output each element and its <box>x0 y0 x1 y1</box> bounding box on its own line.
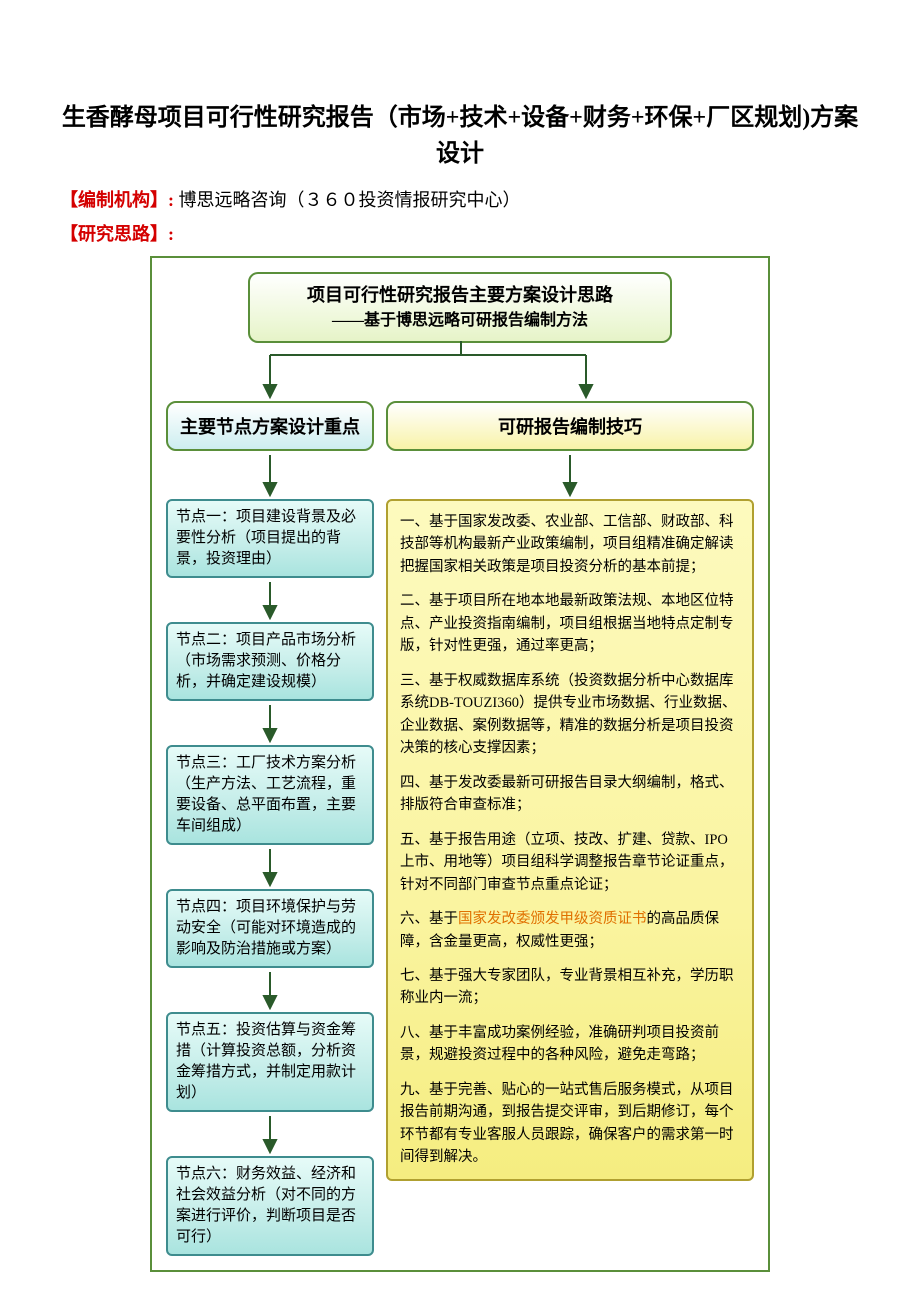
node-4: 节点四：项目环境保护与劳动安全（可能对环境造成的影响及防治措施或方案） <box>166 889 374 968</box>
org-line: 【编制机构】: 博思远略咨询（３６０投资情报研究中心） <box>60 186 860 212</box>
right-column-header: 可研报告编制技巧 <box>386 401 754 451</box>
node-2: 节点二：项目产品市场分析（市场需求预测、价格分析，并确定建设规模） <box>166 622 374 701</box>
arrow-icon <box>260 580 280 620</box>
tip-6: 六、基于国家发改委颁发甲级资质证书的高品质保障，含金量更高，权威性更强； <box>400 908 740 953</box>
right-column: 可研报告编制技巧 一、基于国家发改委、农业部、工信部、财政部、科技部等机构最新产… <box>386 401 754 1181</box>
tip-8: 八、基于丰富成功案例经验，准确研判项目投资前景，规避投资过程中的各种风险，避免走… <box>400 1022 740 1067</box>
header-subtitle: ——基于博思远略可研报告编制方法 <box>268 309 651 333</box>
tips-box: 一、基于国家发改委、农业部、工信部、财政部、科技部等机构最新产业政策编制，项目组… <box>386 499 754 1181</box>
tip-4: 四、基于发改委最新可研报告目录大纲编制，格式、排版符合审查标准； <box>400 772 740 817</box>
flowchart-header: 项目可行性研究报告主要方案设计思路 ——基于博思远略可研报告编制方法 <box>248 272 671 343</box>
arrow-icon <box>260 970 280 1010</box>
node-3: 节点三：工厂技术方案分析（生产方法、工艺流程，重要设备、总平面布置，主要车间组成… <box>166 745 374 845</box>
arrow-icon <box>260 453 280 497</box>
tip-6-highlight: 国家发改委颁发甲级资质证书 <box>458 911 647 927</box>
node-5: 节点五：投资估算与资金筹措（计算投资总额，分析资金筹措方式，并制定用款计划） <box>166 1012 374 1112</box>
node-6: 节点六：财务效益、经济和社会效益分析（对不同的方案进行评价，判断项目是否可行） <box>166 1156 374 1256</box>
left-column: 主要节点方案设计重点 节点一：项目建设背景及必要性分析（项目提出的背景，投资理由… <box>166 401 374 1256</box>
tip-6-pre: 六、基于 <box>400 911 458 927</box>
page-title: 生香酵母项目可行性研究报告（市场+技术+设备+财务+环保+厂区规划)方案设计 <box>60 100 860 172</box>
left-column-header: 主要节点方案设计重点 <box>166 401 374 451</box>
org-value: 博思远略咨询（３６０投资情报研究中心） <box>179 190 521 210</box>
tip-7: 七、基于强大专家团队，专业背景相互补充，学历职称业内一流； <box>400 965 740 1010</box>
node-1: 节点一：项目建设背景及必要性分析（项目提出的背景，投资理由） <box>166 499 374 578</box>
tip-1: 一、基于国家发改委、农业部、工信部、财政部、科技部等机构最新产业政策编制，项目组… <box>400 511 740 578</box>
arrow-icon <box>260 1114 280 1154</box>
header-title: 项目可行性研究报告主要方案设计思路 <box>268 282 651 309</box>
tip-2: 二、基于项目所在地本地最新政策法规、本地区位特点、产业投资指南编制，项目组根据当… <box>400 590 740 657</box>
arrow-icon <box>560 453 580 497</box>
tip-5: 五、基于报告用途（立项、技改、扩建、贷款、IPO上市、用地等）项目组科学调整报告… <box>400 829 740 896</box>
org-label: 【编制机构】: <box>60 190 174 210</box>
tip-9: 九、基于完善、贴心的一站式售后服务模式，从项目报告前期沟通，到报告提交评审，到后… <box>400 1079 740 1169</box>
think-line: 【研究思路】: <box>60 220 860 246</box>
arrow-icon <box>260 847 280 887</box>
columns-row: 主要节点方案设计重点 节点一：项目建设背景及必要性分析（项目提出的背景，投资理由… <box>166 401 754 1256</box>
arrow-icon <box>260 703 280 743</box>
tip-3: 三、基于权威数据库系统（投资数据分析中心数据库系统DB-TOUZI360）提供专… <box>400 670 740 760</box>
think-label: 【研究思路】: <box>60 224 174 244</box>
flowchart-container: 项目可行性研究报告主要方案设计思路 ——基于博思远略可研报告编制方法 主要节点方… <box>150 256 770 1272</box>
split-arrows <box>166 341 754 401</box>
